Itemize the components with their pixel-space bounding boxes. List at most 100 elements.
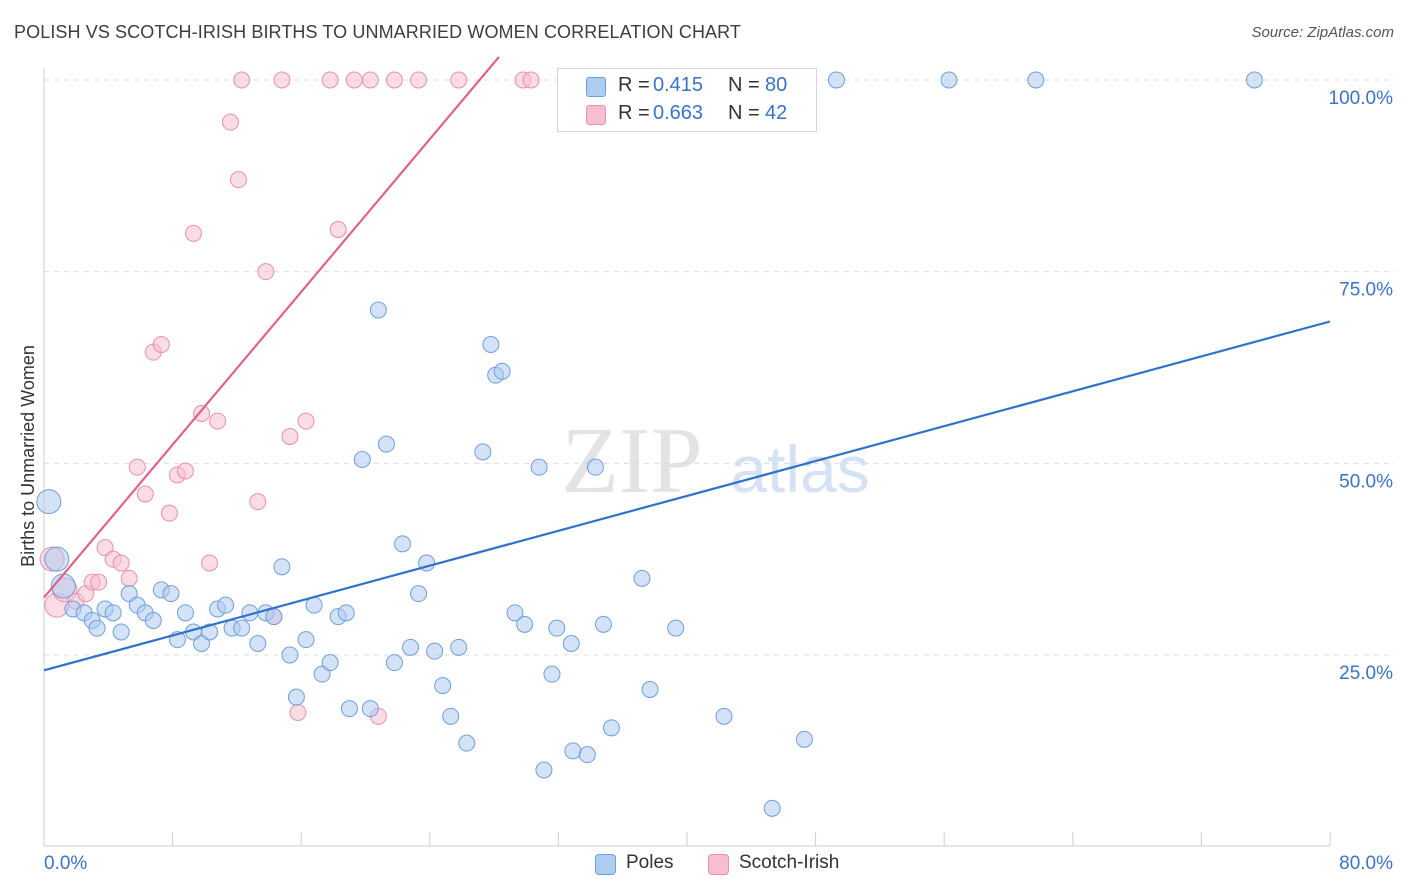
scotch-irish-point [297, 412, 315, 430]
scotch-irish-points [39, 71, 540, 725]
scotch-irish-swatch [586, 105, 606, 125]
scotch-irish-point [120, 569, 138, 587]
y-tick-label: 25.0% [1339, 663, 1393, 684]
poles-point [410, 585, 428, 603]
scotch-irish-point [281, 428, 299, 445]
poles-point [493, 362, 511, 380]
poles-point [297, 631, 315, 649]
poles-legend-swatch [595, 854, 616, 875]
legend-row-poles: R = 0.415 N = 80 [558, 72, 816, 100]
poles-point [763, 799, 781, 817]
poles-point [516, 615, 534, 633]
poles-point [193, 635, 211, 652]
scotch-irish-point [410, 71, 428, 89]
trendlines [43, 56, 1331, 672]
poles-point [217, 596, 235, 614]
poles-point [458, 734, 476, 752]
poles-point [201, 623, 219, 641]
scotch-irish-point [112, 554, 130, 572]
poles-point [442, 707, 460, 725]
stats-legend: R = 0.415 N = 80 R = 0.663 N = 42 [557, 68, 817, 132]
poles-point [641, 681, 659, 698]
poles-point [281, 646, 299, 664]
scotch-irish-point [385, 71, 403, 89]
poles-point [482, 336, 500, 353]
tick-labels: 25.0% 50.0% 75.0% 100.0% 0.0% 80.0% Births to … [18, 88, 1393, 874]
poles-point [88, 619, 106, 637]
scotch-irish-point [193, 405, 211, 422]
scotch-irish-point [201, 554, 219, 572]
poles-point [1245, 71, 1263, 89]
scotch-irish-point [257, 263, 275, 281]
poles-point [578, 746, 596, 764]
poles-point [402, 638, 420, 656]
poles-point [353, 451, 371, 468]
poles-point [827, 71, 845, 89]
poles-point [369, 301, 387, 319]
poles-n-value: 80 [765, 74, 788, 96]
poles-point [162, 585, 180, 603]
scotch-irish-point [233, 71, 251, 89]
scotch-irish-point [289, 704, 307, 721]
poles-point [313, 665, 331, 683]
poles-point [112, 623, 130, 641]
legend-r-label: R = [618, 102, 650, 124]
scotch-irish-point [273, 71, 291, 89]
y-tick-label: 100.0% [1329, 88, 1394, 109]
poles-point [393, 535, 411, 553]
poles-legend-label: Poles [626, 852, 674, 873]
poles-point [426, 642, 444, 660]
poles-point [144, 612, 162, 629]
scotch-irish-r-value: 0.663 [653, 102, 704, 124]
poles-point [940, 71, 958, 89]
scotch-irish-point [136, 485, 154, 503]
scotch-irish-point [96, 539, 114, 557]
watermark-zip: ZIP [562, 409, 703, 513]
scotch-irish-point [90, 573, 108, 591]
poles-point [506, 604, 524, 622]
poles-point [586, 458, 604, 476]
poles-swatch [586, 77, 606, 97]
scotch-irish-point [361, 71, 379, 89]
scotch-irish-point [128, 458, 146, 476]
poles-point [434, 677, 452, 695]
poles-point [564, 742, 582, 760]
scotch-irish-point [345, 71, 363, 89]
poles-point [1027, 71, 1045, 89]
poles-point [715, 707, 733, 725]
scotch-irish-point [329, 221, 347, 238]
poles-point [548, 619, 566, 637]
x-tick-label-min: 0.0% [44, 853, 87, 874]
x-tick-label-max: 80.0% [1339, 853, 1393, 874]
poles-point [377, 435, 395, 453]
poles-point [287, 688, 305, 706]
poles-point [340, 700, 358, 718]
poles-point [176, 604, 194, 622]
scotch-irish-legend-label: Scotch-Irish [739, 852, 840, 873]
y-axis-label: Births to Unmarried Women [18, 345, 38, 567]
legend-n-label: N = [728, 102, 760, 124]
poles-point [249, 635, 267, 652]
legend-r-label: R = [618, 74, 650, 96]
poles-point [633, 569, 651, 587]
scotch-irish-point [450, 71, 468, 89]
scotch-irish-legend-swatch [708, 854, 729, 875]
scotch-irish-point [522, 71, 540, 89]
watermark-atlas: atlas [730, 432, 869, 506]
poles-point [535, 761, 553, 779]
source-note: Source: ZipAtlas.com [1251, 24, 1394, 41]
poles-point [120, 585, 138, 603]
legend-n-label: N = [728, 74, 760, 96]
poles-point [530, 458, 548, 476]
scotch-irish-point [321, 71, 339, 89]
poles-points [36, 71, 1263, 817]
scotch-irish-point [249, 493, 267, 511]
poles-point [602, 719, 620, 737]
watermark: ZIP atlas [562, 409, 870, 513]
poles-point [273, 558, 291, 576]
scotch-irish-point [152, 336, 170, 353]
scotch-irish-point [209, 412, 227, 430]
poles-point [104, 604, 122, 622]
poles-point [474, 443, 492, 461]
